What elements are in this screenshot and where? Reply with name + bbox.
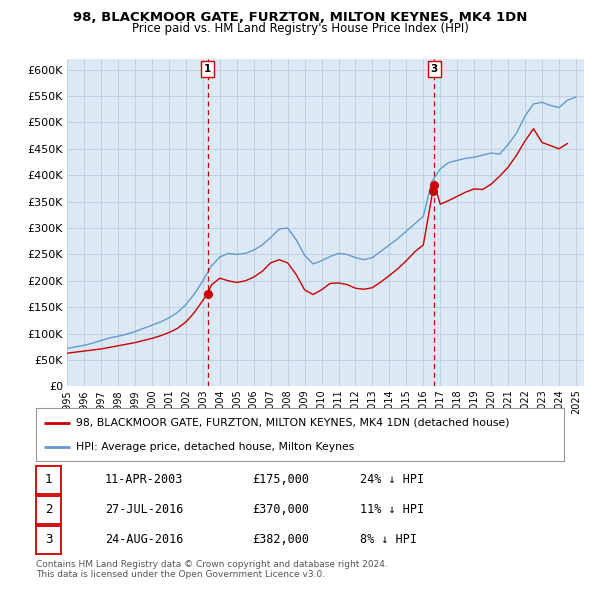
Text: HPI: Average price, detached house, Milton Keynes: HPI: Average price, detached house, Milt… bbox=[76, 441, 354, 451]
Text: 24% ↓ HPI: 24% ↓ HPI bbox=[360, 473, 424, 486]
Text: £175,000: £175,000 bbox=[252, 473, 309, 486]
Text: 1: 1 bbox=[45, 473, 52, 486]
Text: 27-JUL-2016: 27-JUL-2016 bbox=[105, 503, 184, 516]
Text: £382,000: £382,000 bbox=[252, 533, 309, 546]
Text: 2: 2 bbox=[45, 503, 52, 516]
Text: Contains HM Land Registry data © Crown copyright and database right 2024.: Contains HM Land Registry data © Crown c… bbox=[36, 560, 388, 569]
Text: 3: 3 bbox=[431, 64, 438, 74]
Text: 8% ↓ HPI: 8% ↓ HPI bbox=[360, 533, 417, 546]
Text: 98, BLACKMOOR GATE, FURZTON, MILTON KEYNES, MK4 1DN: 98, BLACKMOOR GATE, FURZTON, MILTON KEYN… bbox=[73, 11, 527, 24]
Text: £370,000: £370,000 bbox=[252, 503, 309, 516]
Text: 24-AUG-2016: 24-AUG-2016 bbox=[105, 533, 184, 546]
Text: Price paid vs. HM Land Registry's House Price Index (HPI): Price paid vs. HM Land Registry's House … bbox=[131, 22, 469, 35]
Text: 11% ↓ HPI: 11% ↓ HPI bbox=[360, 503, 424, 516]
Text: 3: 3 bbox=[45, 533, 52, 546]
Text: 1: 1 bbox=[204, 64, 211, 74]
Text: 11-APR-2003: 11-APR-2003 bbox=[105, 473, 184, 486]
Text: This data is licensed under the Open Government Licence v3.0.: This data is licensed under the Open Gov… bbox=[36, 571, 325, 579]
Text: 98, BLACKMOOR GATE, FURZTON, MILTON KEYNES, MK4 1DN (detached house): 98, BLACKMOOR GATE, FURZTON, MILTON KEYN… bbox=[76, 418, 509, 428]
